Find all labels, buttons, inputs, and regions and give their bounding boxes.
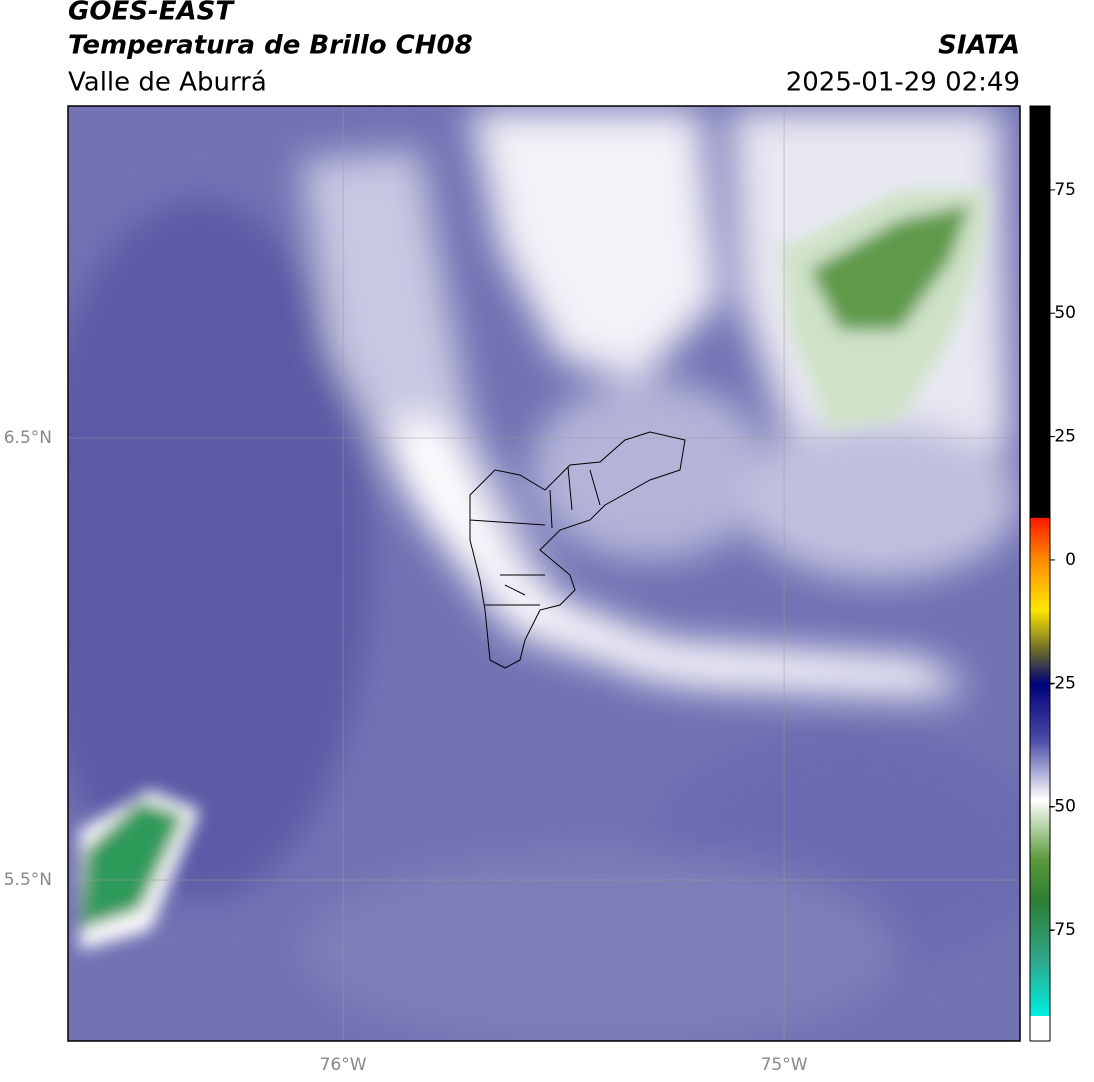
colorbar-tick-label: -75 (1048, 920, 1076, 940)
municipality-boundaries (469, 431, 686, 669)
colorbar-tick-label: 25 (1054, 427, 1076, 447)
colorbar (1029, 105, 1051, 1042)
y-tick-label: 5.5°N (4, 870, 52, 890)
subtitle: Temperatura de Brillo CH08 (68, 31, 473, 61)
satellite-image (68, 106, 1020, 1041)
y-tick-label: 6.5°N (4, 428, 52, 448)
x-tick-label: 76°W (320, 1055, 367, 1075)
x-tick-label: 75°W (761, 1055, 808, 1075)
colorbar-tick-label: -25 (1048, 673, 1076, 693)
agency: SIATA (938, 31, 1020, 61)
colorbar-tick-label: 0 (1065, 550, 1076, 570)
map-frame (67, 105, 1021, 1042)
colorbar-tick-label: -50 (1048, 797, 1076, 817)
title: GOES-EAST (68, 0, 235, 27)
colorbar-tick-label: 50 (1054, 303, 1076, 323)
colorbar-tick-label: 75 (1054, 180, 1076, 200)
timestamp: 2025-01-29 02:49 (786, 68, 1020, 98)
region: Valle de Aburrá (68, 68, 267, 98)
grid (68, 106, 1020, 1041)
